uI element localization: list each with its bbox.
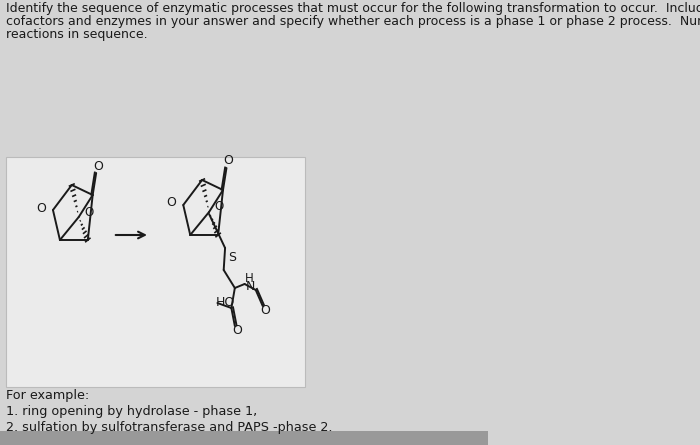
Text: HO: HO (216, 296, 235, 310)
Text: For example:: For example: (6, 389, 89, 402)
Text: O: O (223, 154, 234, 167)
Text: O: O (84, 206, 94, 218)
Text: N: N (245, 279, 255, 292)
Text: H: H (245, 271, 254, 284)
Text: O: O (167, 197, 176, 210)
Text: O: O (232, 324, 243, 337)
Text: O: O (260, 303, 270, 316)
Text: S: S (229, 251, 237, 264)
Text: Identify the sequence of enzymatic processes that must occur for the following t: Identify the sequence of enzymatic proce… (6, 2, 700, 15)
Text: 2. sulfation by sulfotransferase and PAPS -phase 2.: 2. sulfation by sulfotransferase and PAP… (6, 421, 332, 434)
Bar (0, 431, 488, 445)
Text: O: O (93, 159, 103, 173)
Text: reactions in sequence.: reactions in sequence. (6, 28, 147, 41)
Text: O: O (215, 201, 224, 214)
Text: cofactors and enzymes in your answer and specify whether each process is a phase: cofactors and enzymes in your answer and… (6, 15, 700, 28)
FancyBboxPatch shape (6, 157, 305, 387)
Text: 1. ring opening by hydrolase - phase 1,: 1. ring opening by hydrolase - phase 1, (6, 405, 257, 418)
Text: O: O (36, 202, 46, 214)
